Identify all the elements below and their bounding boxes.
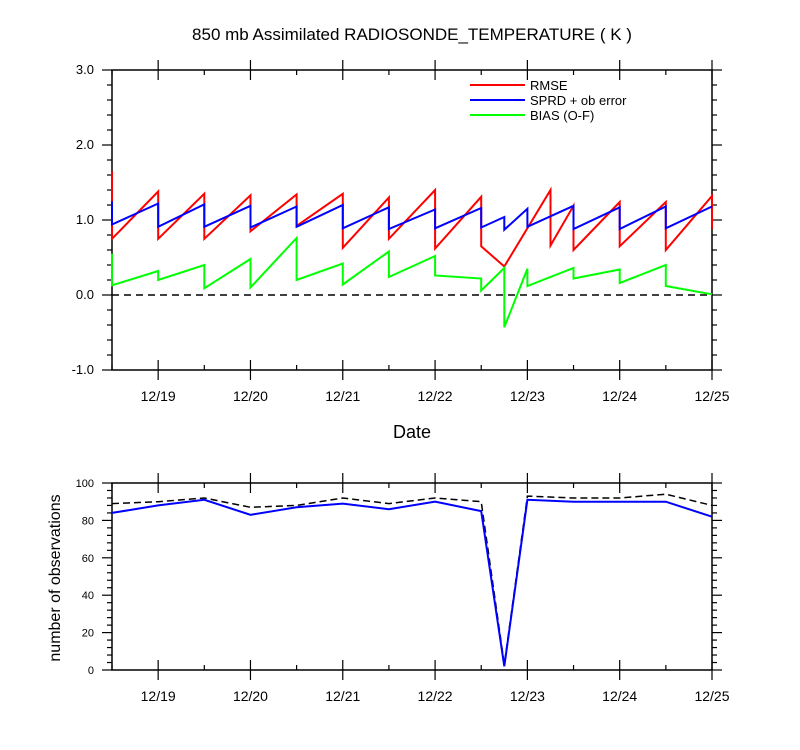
- top-x-tick-label: 12/19: [141, 388, 176, 404]
- bottom-x-tick-label: 12/24: [602, 688, 637, 704]
- top-y-tick-label: 2.0: [76, 137, 94, 152]
- top-x-tick-label: 12/23: [510, 388, 545, 404]
- bottom-y-tick-label: 0: [88, 665, 94, 677]
- top-y-tick-label: 1.0: [76, 212, 94, 227]
- top-series-line-sprd-ob-error: [111, 201, 713, 233]
- bottom-series-line-series-0: [111, 493, 713, 665]
- bottom-y-tick-label: 100: [76, 478, 94, 490]
- bottom-chart-y-axis-label: number of observations: [47, 494, 64, 661]
- bottom-y-tick-label: 40: [82, 590, 94, 602]
- top-chart-title: 850 mb Assimilated RADIOSONDE_TEMPERATUR…: [192, 25, 632, 44]
- bottom-x-tick-label: 12/20: [233, 688, 268, 704]
- bottom-plot-frame: [111, 482, 713, 671]
- bottom-x-tick-label: 12/25: [694, 688, 729, 704]
- top-y-tick-label: 3.0: [76, 62, 94, 77]
- legend-label: RMSE: [530, 78, 568, 93]
- bottom-y-tick-label: 80: [82, 515, 94, 527]
- bottom-x-tick-label: 12/21: [325, 688, 360, 704]
- top-x-tick-label: 12/24: [602, 388, 637, 404]
- bottom-y-tick-label: 60: [82, 553, 94, 565]
- bottom-series-line-series-1: [111, 498, 713, 667]
- legend-label: BIAS (O-F): [530, 108, 594, 123]
- bottom-x-tick-label: 12/22: [418, 688, 453, 704]
- top-chart-panel: 12/19 12/20 12/21 12/22 12/23 12/24 12/25 -1.0 0…: [72, 60, 730, 404]
- top-x-tick-label: 12/22: [418, 388, 453, 404]
- top-x-tick-label: 12/25: [694, 388, 729, 404]
- bottom-y-tick-label: 20: [82, 628, 94, 640]
- bottom-x-tick-label: 12/19: [141, 688, 176, 704]
- bottom-chart-panel: 12/19 12/20 12/21 12/22 12/23 12/24 12/25 0 20 40…: [76, 473, 730, 704]
- legend-label: SPRD + ob error: [530, 93, 627, 108]
- top-y-tick-label: 0.0: [76, 287, 94, 302]
- top-x-tick-label: 12/21: [325, 388, 360, 404]
- top-chart-x-axis-label: Date: [393, 422, 431, 442]
- bottom-x-tick-label: 12/23: [510, 688, 545, 704]
- top-x-tick-label: 12/20: [233, 388, 268, 404]
- top-series-line-bias-o-f: [111, 235, 713, 328]
- top-y-tick-label: -1.0: [72, 362, 94, 377]
